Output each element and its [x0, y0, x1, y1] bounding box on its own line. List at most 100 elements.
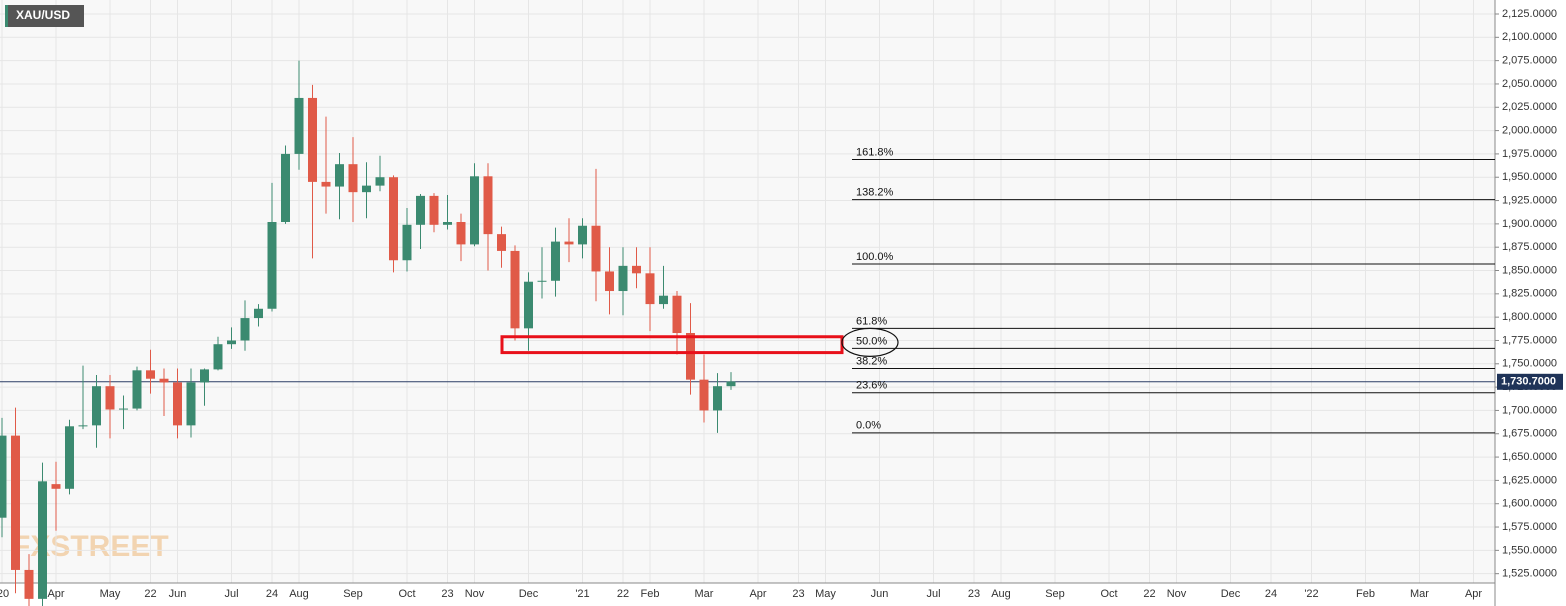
- x-tick-label: Feb: [1356, 588, 1375, 600]
- candle-body: [0, 435, 7, 518]
- y-tick-label: 1,800.0000: [1502, 311, 1557, 323]
- y-tick-label: 1,525.0000: [1502, 568, 1557, 580]
- candle-body: [267, 222, 277, 309]
- candle-body: [78, 425, 88, 427]
- y-tick-label: 1,675.0000: [1502, 428, 1557, 440]
- candle-body: [65, 426, 74, 489]
- x-tick-label: 23: [441, 588, 453, 600]
- candle-body: [686, 333, 695, 380]
- candle-body: [551, 241, 560, 281]
- watermark: FXSTREET: [12, 530, 169, 563]
- candle-body: [605, 271, 614, 292]
- candle-body: [200, 369, 209, 383]
- x-tick-label: 22: [1143, 588, 1155, 600]
- candle-body: [524, 281, 533, 329]
- candle-body: [186, 382, 196, 426]
- y-tick-label: 1,650.0000: [1502, 451, 1557, 463]
- x-tick-label: '22: [1304, 588, 1318, 600]
- candle-body: [335, 164, 344, 187]
- candle-body: [672, 295, 682, 334]
- plot-area: [0, 0, 1495, 583]
- candle-body: [321, 181, 331, 187]
- price-tag-label: 1,730.7000: [1501, 376, 1556, 388]
- candle-body: [11, 435, 20, 570]
- candle-body: [375, 177, 385, 186]
- y-tick-label: 1,925.0000: [1502, 194, 1557, 206]
- y-tick-label: 1,950.0000: [1502, 171, 1557, 183]
- x-tick-label: Apr: [1465, 588, 1482, 600]
- candle-body: [146, 370, 155, 379]
- x-tick-label: 23: [792, 588, 804, 600]
- candle-body: [483, 176, 493, 235]
- fib-label: 61.8%: [856, 315, 887, 327]
- candle-body: [537, 280, 547, 282]
- x-tick-label: Jun: [871, 588, 889, 600]
- fib-label: 161.8%: [856, 146, 894, 158]
- x-tick-label: Mar: [1410, 588, 1429, 600]
- price-tag: [1497, 373, 1563, 390]
- y-tick-label: 2,075.0000: [1502, 55, 1557, 67]
- candle-body: [348, 164, 358, 193]
- candle-body: [132, 370, 142, 409]
- y-tick-label: 1,875.0000: [1502, 241, 1557, 253]
- candle-body: [281, 153, 290, 223]
- y-tick-label: 2,100.0000: [1502, 31, 1557, 43]
- y-tick-label: 2,000.0000: [1502, 124, 1557, 136]
- candle-body: [119, 408, 128, 410]
- y-tick-label: 1,975.0000: [1502, 148, 1557, 160]
- x-tick-label: Mar: [695, 588, 714, 600]
- x-tick-label: May: [100, 588, 121, 600]
- candle-body: [645, 273, 655, 305]
- y-tick-label: 2,025.0000: [1502, 101, 1557, 113]
- candle-body: [308, 97, 317, 182]
- x-tick-label: 23: [968, 588, 980, 600]
- x-tick-label: Sep: [1045, 588, 1065, 600]
- candle-body: [92, 386, 101, 426]
- candle-body: [713, 386, 722, 411]
- title-accent: [5, 5, 8, 27]
- fib-label: 50.0%: [856, 335, 887, 347]
- x-tick-label: '20: [0, 588, 9, 600]
- y-tick-label: 1,575.0000: [1502, 521, 1557, 533]
- x-tick-label: May: [815, 588, 836, 600]
- candle-body: [389, 177, 398, 261]
- candle-body: [510, 250, 520, 329]
- y-tick-label: 1,550.0000: [1502, 544, 1557, 556]
- y-tick-label: 2,050.0000: [1502, 78, 1557, 90]
- x-tick-label: Jul: [224, 588, 238, 600]
- candle-body: [618, 265, 628, 292]
- candle-body: [362, 185, 371, 193]
- candle-body: [429, 195, 439, 225]
- candle-body: [294, 97, 304, 154]
- candle-body: [38, 481, 47, 599]
- candle-body: [416, 195, 425, 225]
- candle-body: [51, 484, 61, 489]
- candle-body: [578, 225, 587, 245]
- x-tick-label: Nov: [1167, 588, 1187, 600]
- x-tick-label: Nov: [465, 588, 485, 600]
- candle-body: [254, 308, 263, 319]
- x-tick-label: Aug: [991, 588, 1011, 600]
- x-tick-label: Dec: [1221, 588, 1241, 600]
- candle-body: [159, 378, 169, 383]
- x-tick-label: Oct: [398, 588, 415, 600]
- x-tick-label: Feb: [641, 588, 660, 600]
- candle-body: [564, 241, 574, 245]
- x-tick-label: Apr: [749, 588, 766, 600]
- candle-body: [497, 234, 506, 251]
- candle-body: [213, 344, 223, 370]
- candle-body: [632, 265, 641, 274]
- title-box: [5, 5, 84, 27]
- x-tick-label: '21: [575, 588, 589, 600]
- fib-label: 100.0%: [856, 251, 894, 263]
- x-tick-label: Jul: [926, 588, 940, 600]
- chart-title: XAU/USD: [16, 8, 70, 22]
- candle-body: [227, 340, 236, 345]
- candle-body: [240, 318, 250, 341]
- candle-body: [659, 295, 668, 305]
- y-tick-label: 2,125.0000: [1502, 8, 1557, 20]
- fib-label: 38.2%: [856, 355, 887, 367]
- y-tick-label: 1,625.0000: [1502, 474, 1557, 486]
- x-tick-label: Dec: [519, 588, 539, 600]
